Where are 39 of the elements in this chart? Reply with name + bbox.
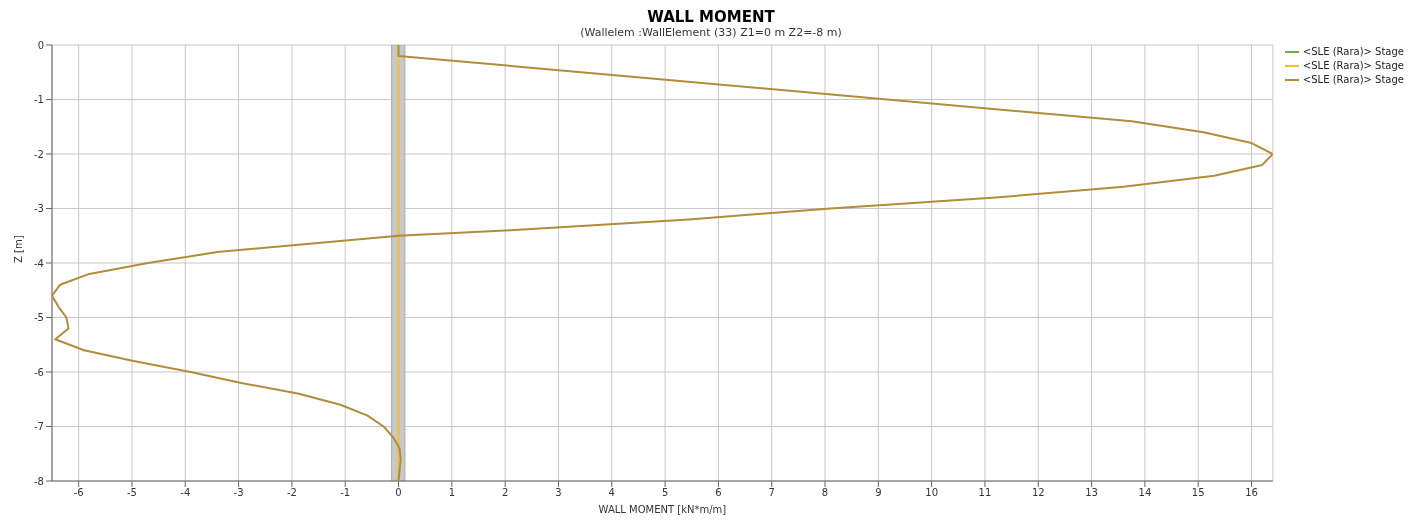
y-tick-label: -5: [34, 312, 44, 324]
legend-label: <SLE (Rara)> Stage: [1302, 45, 1404, 59]
x-tick-label: -1: [340, 487, 351, 499]
x-tick-label: 10: [925, 487, 939, 499]
x-tick-label: -2: [286, 487, 297, 499]
x-tick-label: 1: [448, 487, 456, 499]
y-tick-label: -4: [34, 257, 44, 269]
chart-title: WALL MOMENT: [646, 8, 776, 26]
y-tick-label: -7: [34, 421, 44, 433]
y-tick-label: 0: [37, 39, 44, 51]
chart-subtitle: (Wallelem :WallElement (33) Z1=0 m Z2=-8 m): [579, 26, 843, 39]
x-tick-label: 13: [1085, 487, 1098, 499]
x-tick-label: 4: [608, 487, 615, 499]
legend-label: <SLE (Rara)> Stage: [1302, 59, 1404, 73]
x-tick-label: 16: [1245, 487, 1258, 499]
y-tick-label: -2: [34, 148, 44, 160]
x-tick-label: 9: [875, 487, 882, 499]
x-tick-label: -5: [126, 487, 137, 499]
x-tick-label: 14: [1138, 487, 1152, 499]
x-tick-label: 11: [978, 487, 992, 499]
y-tick-label: -6: [34, 366, 44, 378]
x-axis-title: WALL MOMENT [kN*m/m]: [598, 504, 727, 515]
y-tick-label: -3: [34, 203, 44, 215]
x-tick-label: -3: [233, 487, 244, 499]
x-tick-label: 6: [715, 487, 722, 499]
x-tick-label: 12: [1031, 487, 1045, 499]
x-tick-label: 7: [768, 487, 775, 499]
x-tick-label: 15: [1191, 487, 1205, 499]
y-tick-label: -1: [34, 94, 44, 106]
x-tick-label: 2: [501, 487, 509, 499]
x-tick-label: 3: [555, 487, 562, 499]
x-tick-label: -6: [73, 487, 84, 499]
x-tick-label: 5: [661, 487, 669, 499]
x-tick-label: 8: [821, 487, 829, 499]
x-tick-label: 0: [395, 487, 402, 499]
y-tick-label: -8: [34, 475, 44, 487]
legend-label: <SLE (Rara)> Stage: [1302, 73, 1404, 87]
y-axis-title: Z [m]: [12, 235, 24, 263]
x-tick-label: -4: [180, 487, 191, 499]
